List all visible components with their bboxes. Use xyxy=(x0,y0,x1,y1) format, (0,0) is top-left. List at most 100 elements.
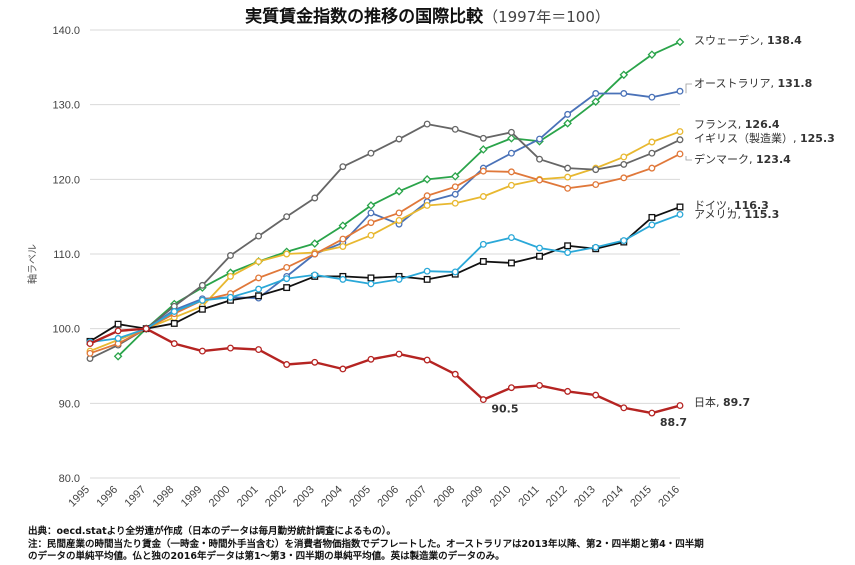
data-point xyxy=(339,365,347,373)
series-labels: スウェーデン, 138.4 オーストラリア, 131.8 フランス, 126.4イギ… xyxy=(685,33,835,409)
footnote-source: 出典：oecd.statより全労連が作成（日本のデータは毎月勤労統計調査によるも… xyxy=(28,526,396,537)
data-point xyxy=(283,250,291,258)
data-point xyxy=(423,275,431,283)
data-point xyxy=(647,50,657,59)
chart-subtitle: （1997年＝100） xyxy=(483,8,610,26)
gridlines xyxy=(90,29,680,479)
series-line xyxy=(89,153,681,355)
x-tick-label: 2001 xyxy=(235,484,261,510)
x-tick-label: 1998 xyxy=(151,484,177,510)
x-tick-label: 2014 xyxy=(600,484,626,510)
data-point xyxy=(648,221,656,229)
series-end-value: 138.4 xyxy=(767,34,802,47)
data-point xyxy=(676,87,684,95)
data-point xyxy=(648,409,656,417)
x-tick-label: 2016 xyxy=(656,484,682,510)
x-tick-label: 1995 xyxy=(66,484,92,510)
data-point xyxy=(536,135,543,143)
data-point xyxy=(310,239,320,248)
series-label: オーストラリア, 131.8 xyxy=(694,77,812,90)
data-point xyxy=(170,319,178,327)
data-point xyxy=(227,344,234,352)
data-point xyxy=(227,272,234,280)
x-tick-label: 2000 xyxy=(207,484,233,510)
data-point xyxy=(255,232,263,240)
x-tick-label: 2010 xyxy=(488,484,514,510)
data-point xyxy=(507,133,516,143)
data-point xyxy=(676,150,684,158)
series-name: オーストラリア, xyxy=(694,77,777,90)
data-point xyxy=(367,274,375,282)
data-point xyxy=(648,149,656,157)
data-point xyxy=(255,258,263,265)
x-tick-label: 2013 xyxy=(572,484,598,510)
series-end-value: 123.4 xyxy=(756,153,791,166)
x-tick-label: 2011 xyxy=(516,484,541,509)
data-point xyxy=(227,293,234,301)
data-label: 88.7 xyxy=(660,416,687,429)
data-point xyxy=(423,120,431,128)
chart-title: 実質賃金指数の推移の国際比較（1997年＝100） xyxy=(0,2,855,27)
data-point xyxy=(255,346,263,354)
data-point xyxy=(592,90,600,97)
y-tick-label: 120.0 xyxy=(52,174,80,186)
data-point xyxy=(395,216,403,224)
data-point xyxy=(311,271,319,279)
series-name: イギリス（製造業）, xyxy=(694,131,800,145)
series-end-value: 125.3 xyxy=(800,132,835,145)
series-name: スウェーデン, xyxy=(694,33,767,47)
data-point xyxy=(423,192,431,200)
data-point xyxy=(451,183,459,191)
data-point xyxy=(536,155,543,163)
x-tick-label: 2003 xyxy=(291,484,317,510)
data-point xyxy=(592,181,600,189)
data-point xyxy=(366,201,376,210)
data-point xyxy=(198,305,206,313)
series-group xyxy=(86,37,685,417)
data-point xyxy=(339,243,347,250)
series-line xyxy=(89,213,681,343)
data-point xyxy=(311,250,319,258)
data-point xyxy=(564,242,572,250)
series-end-value: 116.3 xyxy=(734,199,769,212)
series-アメリカ xyxy=(86,210,684,346)
data-point xyxy=(367,355,375,363)
data-point xyxy=(451,190,459,198)
data-point xyxy=(339,275,347,283)
series-name: デンマーク, xyxy=(694,152,756,166)
data-point xyxy=(394,186,404,196)
series-label: 日本, 89.7 xyxy=(694,395,750,409)
series-line xyxy=(89,123,681,360)
y-tick-label: 100.0 xyxy=(52,324,80,336)
x-tick-label: 2012 xyxy=(544,484,570,510)
data-point xyxy=(367,280,375,288)
data-point xyxy=(114,334,122,342)
data-point xyxy=(423,202,431,209)
data-point xyxy=(113,351,123,361)
data-point xyxy=(198,347,206,355)
data-point xyxy=(479,193,487,200)
data-point xyxy=(450,172,460,181)
data-point xyxy=(591,97,601,106)
data-point xyxy=(564,110,572,118)
data-point xyxy=(507,234,515,242)
data-point xyxy=(507,181,515,189)
data-point xyxy=(283,213,291,221)
leader-line xyxy=(685,83,692,94)
data-point xyxy=(451,268,459,276)
x-tick-label: 1999 xyxy=(179,484,205,510)
series-name: アメリカ, xyxy=(694,208,744,221)
series-label: イギリス（製造業）, 125.3 xyxy=(694,131,835,145)
data-point xyxy=(283,275,291,283)
series-label: ドイツ, 116.3 xyxy=(694,199,769,212)
data-point xyxy=(367,209,375,217)
data-point xyxy=(198,296,206,304)
data-point xyxy=(620,153,628,161)
x-tick-label: 1997 xyxy=(123,484,149,510)
data-point xyxy=(620,174,628,182)
x-tick-label: 2008 xyxy=(432,484,458,510)
y-tick-label: 130.0 xyxy=(52,100,80,112)
data-point xyxy=(367,149,375,157)
data-point xyxy=(339,163,347,171)
data-point xyxy=(648,164,656,172)
